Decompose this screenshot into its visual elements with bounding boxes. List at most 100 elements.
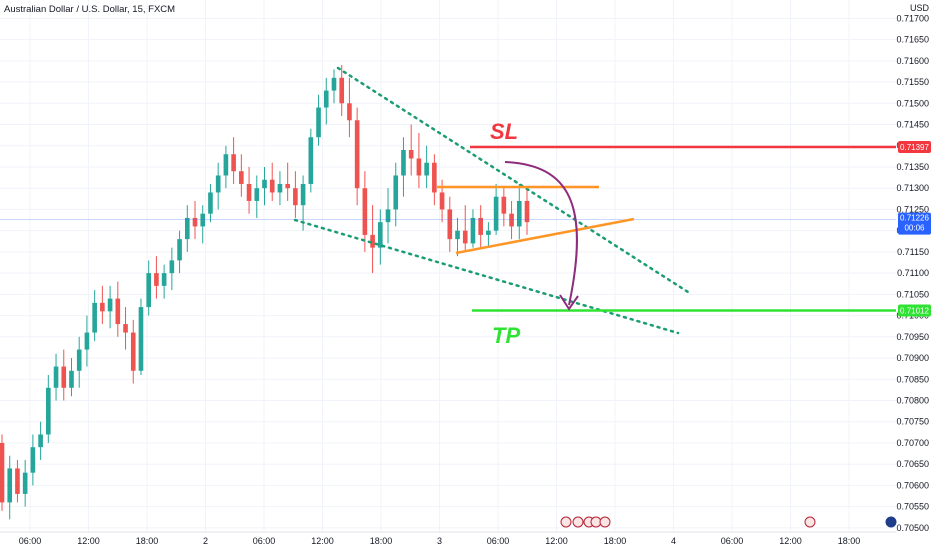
candle-body: [293, 188, 298, 206]
candle-body: [416, 158, 422, 176]
candle-body: [300, 183, 306, 206]
candle-body: [223, 154, 229, 176]
candle-body: [254, 188, 260, 201]
candle-body: [362, 188, 368, 235]
time-tick-label: 3: [437, 536, 442, 546]
candle-body: [308, 137, 314, 184]
candle-body: [154, 273, 159, 286]
time-tick-label: 18:00: [604, 536, 627, 546]
time-tick-label: 18:00: [136, 536, 159, 546]
candle-body: [462, 230, 468, 244]
candle-body: [432, 162, 437, 193]
candle-body: [15, 468, 20, 494]
candle-body: [215, 175, 221, 193]
candle-body: [269, 179, 275, 193]
price-tick-label: 0.70950: [896, 332, 929, 342]
price-tick-label: 0.71300: [896, 183, 929, 193]
candle-body: [277, 183, 283, 193]
svg-text:0.71226: 0.71226: [900, 214, 929, 223]
candle-body: [393, 175, 399, 210]
upper-trendline[interactable]: [336, 66, 690, 294]
projection-arrow[interactable]: [504, 161, 578, 306]
candle-body: [455, 230, 460, 240]
rising-support-line[interactable]: [455, 217, 635, 255]
price-tick-label: 0.70650: [896, 459, 929, 469]
price-axis-ticks: 0.71700 0.71650 0.71600 0.71550 0.71500 0.714…: [896, 13, 929, 533]
time-tick-label: 06:00: [721, 536, 744, 546]
candle-body: [7, 468, 13, 503]
price-tick-label: 0.70750: [896, 417, 929, 427]
price-tick-label: 0.71100: [897, 268, 929, 278]
candle-body: [408, 149, 414, 159]
chart-title: Australian Dollar / U.S. Dollar, 15, FXC…: [4, 4, 175, 15]
candle-body: [401, 149, 406, 176]
candle-body: [200, 213, 206, 227]
candle-body: [239, 171, 244, 184]
candle-body: [177, 239, 182, 261]
price-tick-label: 0.70850: [896, 374, 929, 384]
candle-body: [84, 332, 90, 350]
candle-body: [377, 222, 383, 248]
time-axis-ticks: 06:00 12:00 18:00 2 06:00 12:00 18:00 3 06:00 12:…: [19, 536, 861, 546]
us-flag-icon: [560, 516, 572, 528]
economic-event-flags[interactable]: [560, 516, 897, 528]
candle-body: [339, 77, 345, 104]
candle-body: [192, 217, 198, 227]
candle-body: [138, 307, 144, 371]
time-tick-label: 18:00: [838, 536, 861, 546]
price-tick-label: 0.70550: [896, 502, 929, 512]
price-tick-label: 0.71350: [896, 162, 929, 172]
price-tick-label: 0.71700: [896, 13, 929, 23]
candle-body: [470, 217, 476, 244]
take-profit-tag: 0.71012: [898, 304, 931, 317]
candle-body: [115, 298, 121, 325]
price-tick-label: 0.70600: [896, 480, 929, 490]
price-tick-label: 0.71450: [896, 120, 929, 130]
candle-body: [61, 366, 67, 388]
candle-body: [30, 447, 36, 473]
candle-body: [0, 442, 5, 503]
svg-text:00:06: 00:06: [904, 224, 925, 233]
candle-body: [208, 192, 213, 214]
price-tick-label: 0.71550: [896, 77, 929, 87]
candle-body: [323, 90, 329, 108]
price-axis[interactable]: [896, 0, 932, 550]
price-tick-label: 0.71500: [896, 98, 929, 108]
price-tick-label: 0.71600: [896, 56, 929, 66]
candle-body: [493, 196, 499, 231]
candle-body: [123, 324, 128, 333]
candle-body: [285, 183, 290, 189]
candle-body: [439, 192, 445, 210]
currency-label: USD: [910, 3, 930, 13]
candle-body: [231, 154, 236, 172]
time-tick-label: 06:00: [253, 536, 276, 546]
candle-body: [69, 370, 74, 388]
candle-body: [161, 273, 167, 286]
candle-body: [316, 107, 321, 138]
time-tick-label: 2: [203, 536, 208, 546]
candle-body: [501, 196, 507, 214]
candle-body: [478, 217, 483, 235]
candle-body: [38, 434, 43, 448]
svg-text:0.71012: 0.71012: [900, 306, 929, 315]
candle-body: [524, 200, 530, 223]
price-tick-label: 0.70900: [896, 353, 929, 363]
price-tick-label: 0.71650: [896, 35, 929, 45]
candle-body: [92, 302, 97, 333]
projection-arrowhead-icon: [559, 294, 579, 311]
candle-body: [509, 213, 514, 227]
price-tick-label: 0.71250: [896, 204, 929, 214]
stop-loss-label: SL: [490, 119, 518, 144]
svg-text:0.71397: 0.71397: [900, 143, 929, 152]
candle-body: [516, 200, 522, 227]
candle-body: [370, 234, 375, 248]
candle-body: [184, 217, 190, 240]
take-profit-label: TP: [492, 323, 520, 348]
price-tick-label: 0.70800: [896, 396, 929, 406]
candle-body: [22, 472, 28, 494]
candle-body: [246, 183, 252, 201]
candle-body: [331, 77, 337, 91]
stop-loss-tag: 0.71397: [898, 141, 931, 154]
candle-body: [347, 103, 352, 121]
